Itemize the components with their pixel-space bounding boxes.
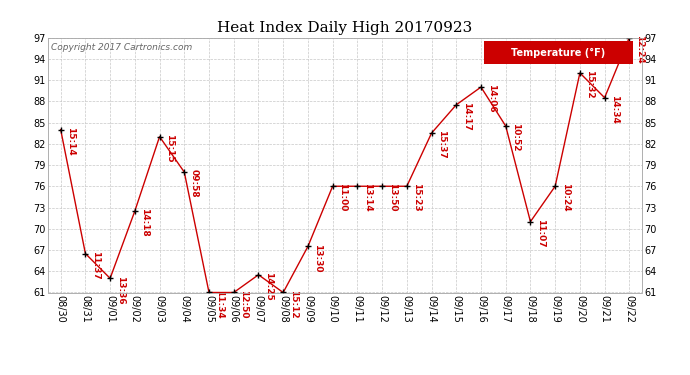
Text: 11:00: 11:00	[338, 183, 347, 212]
Text: 13:30: 13:30	[313, 244, 322, 272]
Text: 13:36: 13:36	[116, 276, 125, 304]
Text: 15:14: 15:14	[66, 127, 75, 156]
Text: Copyright 2017 Cartronics.com: Copyright 2017 Cartronics.com	[51, 43, 193, 52]
Title: Heat Index Daily High 20170923: Heat Index Daily High 20170923	[217, 21, 473, 35]
Text: 13:14: 13:14	[363, 183, 372, 212]
Text: 15:15: 15:15	[165, 134, 174, 162]
Text: 14:34: 14:34	[610, 95, 619, 124]
Text: 09:58: 09:58	[190, 169, 199, 198]
Text: 14:06: 14:06	[486, 84, 495, 113]
Text: 15:32: 15:32	[585, 70, 595, 99]
Text: 11:37: 11:37	[91, 251, 100, 279]
Text: 14:18: 14:18	[140, 208, 150, 237]
Text: 12:50: 12:50	[239, 290, 248, 318]
Text: 14:17: 14:17	[462, 102, 471, 131]
Text: 11:34: 11:34	[215, 290, 224, 318]
Text: 15:23: 15:23	[413, 183, 422, 212]
Text: 15:37: 15:37	[437, 130, 446, 159]
Text: 15:12: 15:12	[288, 290, 298, 318]
Text: 14:25: 14:25	[264, 272, 273, 301]
Text: 13:50: 13:50	[388, 183, 397, 212]
Text: 10:24: 10:24	[561, 183, 570, 212]
Text: 12:24: 12:24	[635, 35, 644, 63]
Text: 10:52: 10:52	[511, 123, 520, 152]
Text: 11:07: 11:07	[536, 219, 545, 248]
